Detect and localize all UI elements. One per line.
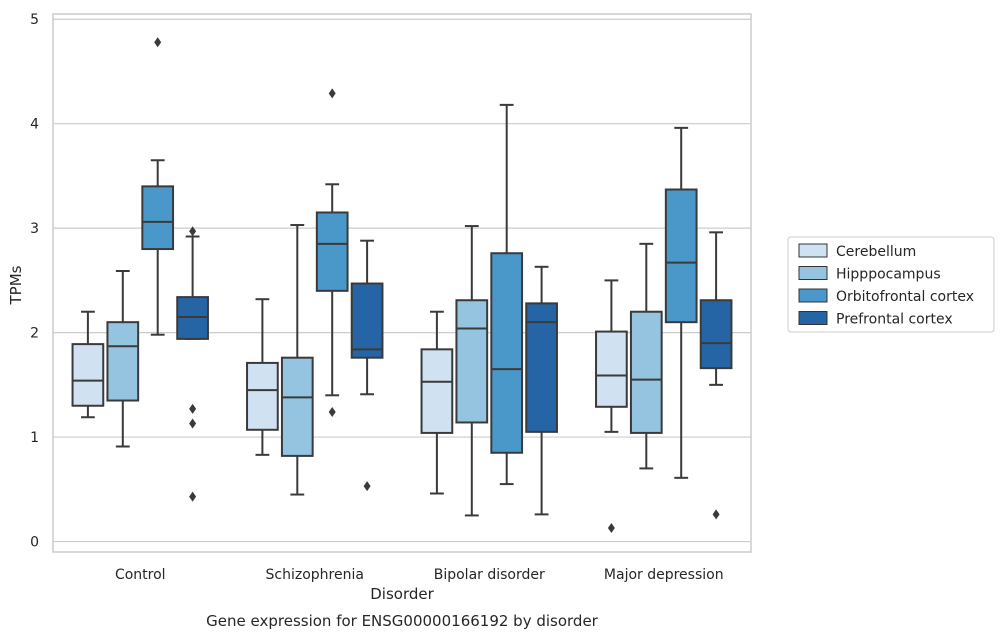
outlier-point-0 (328, 88, 336, 99)
box-3-1 (629, 242, 663, 470)
box-body (350, 282, 384, 359)
legend: Cerebellum Hipppocampus Orbitofrontal cort… (787, 236, 995, 333)
outlier-point-1 (328, 407, 336, 418)
box-0-1 (106, 269, 140, 448)
legend-swatch (798, 288, 828, 303)
y-tick-label-0: 0 (30, 535, 39, 551)
outlier-point-0 (607, 522, 615, 533)
y-tick-label-3: 3 (30, 221, 39, 237)
boxes (71, 37, 733, 533)
legend-item-3: Prefrontal cortex (798, 311, 953, 328)
box-1-2 (315, 88, 349, 418)
box-body (699, 299, 733, 370)
legend-label: Prefrontal cortex (836, 312, 953, 328)
x-axis-ticks: Control Schizophrenia Bipolar disorder Majo… (115, 567, 724, 583)
box-body (71, 343, 105, 407)
box-body (246, 361, 279, 431)
box-body (420, 348, 454, 434)
box-3-2 (664, 126, 698, 479)
box-body (315, 211, 349, 292)
box-body (280, 356, 314, 457)
legend-swatch (798, 266, 828, 280)
outlier-point-3 (189, 491, 197, 502)
legend-swatch (798, 243, 828, 258)
outlier-point-2 (189, 418, 197, 429)
y-tick-label-4: 4 (30, 117, 39, 133)
box-body (490, 252, 524, 454)
x-tick-label-0: Control (115, 567, 166, 583)
y-tick-label-2: 2 (30, 326, 39, 342)
box-1-0 (246, 298, 279, 456)
box-body (141, 185, 175, 251)
legend-item-1: Hipppocampus (798, 266, 941, 283)
outlier-point-0 (189, 226, 197, 237)
box-1-1 (280, 224, 314, 496)
legend-label: Cerebellum (836, 244, 916, 260)
box-body (176, 296, 209, 340)
box-0-3 (176, 226, 209, 502)
legend-label: Orbitofrontal cortex (836, 289, 974, 305)
legend-item-0: Cerebellum (798, 243, 916, 260)
chart-caption: Gene expression for ENSG00000166192 by d… (206, 612, 599, 630)
box-body (525, 302, 558, 433)
outlier-point-0 (363, 481, 371, 492)
box-3-3 (699, 231, 733, 520)
y-axis-ticks: 0 1 2 3 4 5 (30, 12, 39, 550)
legend-item-2: Orbitofrontal cortex (798, 288, 974, 305)
x-tick-label-3: Major depression (604, 567, 724, 583)
x-tick-label-1: Schizophrenia (266, 567, 364, 583)
box-body (595, 330, 628, 408)
y-axis-label: TPMs (7, 265, 25, 305)
y-tick-label-1: 1 (30, 430, 39, 446)
box-2-0 (420, 310, 454, 495)
box-1-3 (350, 239, 384, 492)
legend-label: Hipppocampus (836, 267, 941, 283)
outlier-point-0 (712, 509, 720, 520)
box-0-0 (71, 310, 105, 419)
box-body (664, 188, 698, 324)
plot-area-frame (52, 13, 752, 553)
box-2-2 (490, 103, 524, 486)
box-0-2 (141, 37, 175, 336)
x-axis-label: Disorder (370, 585, 434, 603)
box-body (455, 299, 489, 424)
legend-frame (787, 236, 995, 333)
outlier-point-1 (189, 403, 197, 414)
legend-swatch (798, 311, 828, 325)
box-body (106, 321, 140, 402)
box-2-1 (455, 225, 489, 517)
box-3-0 (595, 279, 628, 533)
x-tick-label-2: Bipolar disorder (434, 567, 545, 583)
y-tick-label-5: 5 (30, 12, 39, 28)
outlier-point-0 (154, 37, 162, 48)
box-body (629, 310, 663, 434)
box-2-3 (525, 265, 558, 516)
